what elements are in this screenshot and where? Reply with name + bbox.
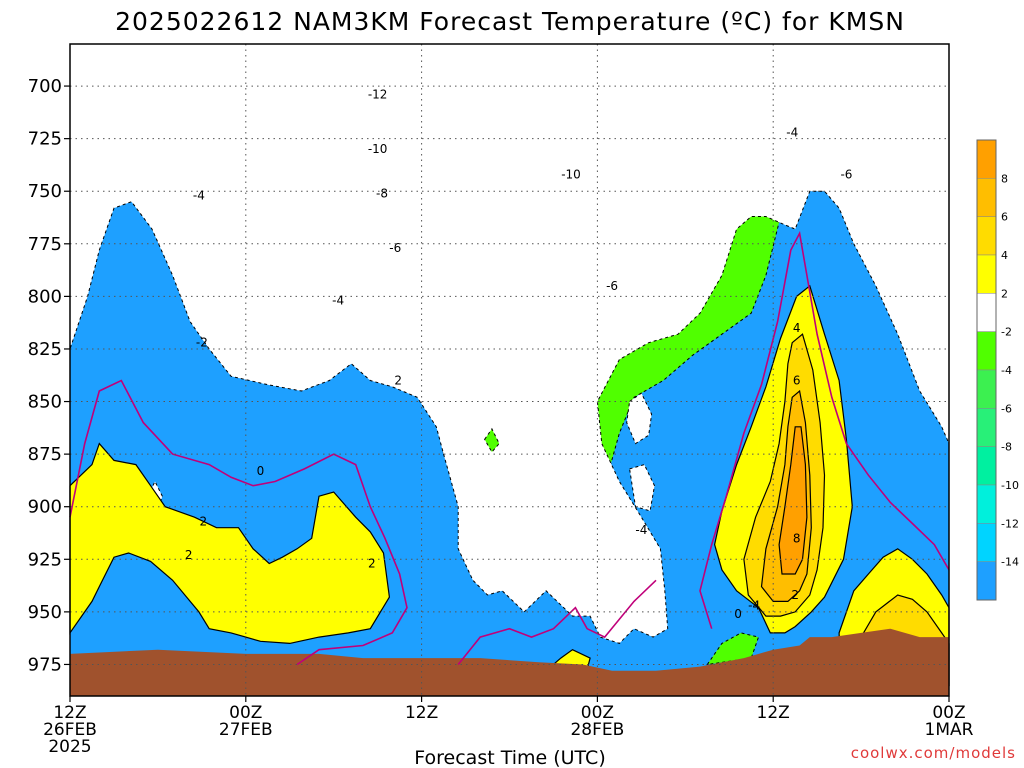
contour-label: -6: [840, 167, 852, 181]
contour-label: 2: [394, 374, 402, 388]
contour-label: -6: [606, 279, 618, 293]
colorbar-tick-label: 6: [1001, 211, 1008, 224]
colorbar-tick-label: -6: [1001, 402, 1012, 415]
colorbar-swatch: [977, 408, 996, 446]
contour-label: -4: [786, 125, 798, 139]
colorbar-tick-label: -12: [1001, 517, 1019, 530]
y-tick-label: 750: [28, 181, 62, 202]
colorbar-tick-label: 2: [1001, 287, 1008, 300]
y-tick-label: 700: [28, 76, 62, 97]
y-tick-label: 725: [28, 129, 62, 150]
y-tick-label: 925: [28, 549, 62, 570]
contour-label: -4: [332, 294, 344, 308]
contour-label: 2: [791, 588, 799, 602]
colorbar-tick-label: -2: [1001, 326, 1012, 339]
contour-label: -12: [368, 87, 388, 101]
x-tick-label: 12Z: [405, 703, 438, 723]
y-tick-label: 800: [28, 286, 62, 307]
contour-label: 2: [368, 556, 376, 570]
colorbar-swatch: [977, 178, 996, 216]
y-tick-label: 850: [28, 392, 62, 413]
contour-label: -10: [368, 142, 388, 156]
x-tick-label: 1MAR: [925, 720, 974, 740]
x-tick-label: 27FEB: [219, 720, 273, 740]
chart-canvas: 2025022612 NAM3KM Forecast Temperature (…: [0, 0, 1024, 768]
contour-label: 2: [199, 514, 207, 528]
contour-label: 4: [793, 321, 801, 335]
contour-label: -8: [376, 186, 388, 200]
colorbar-swatch: [977, 447, 996, 485]
colorbar-tick-label: 8: [1001, 172, 1008, 185]
colorbar-swatch: [977, 332, 996, 370]
plot-area: -12 -10 -10 -8 -6 -6 -6 -4 -4 -4 -4 -4 -2 2 0 2 2 2 0 2 4 6 8: [70, 44, 949, 696]
colorbar-swatch: [977, 485, 996, 523]
colorbar-tick-label: -4: [1001, 364, 1012, 377]
colorbar-tick-label: -14: [1001, 556, 1019, 569]
y-tick-label: 950: [28, 602, 62, 623]
colorbar-tick-label: 4: [1001, 249, 1008, 262]
credit-text: coolwx.com/models: [851, 744, 1016, 762]
colorbar-tick-label: -8: [1001, 441, 1012, 454]
y-tick-label: 900: [28, 497, 62, 518]
colorbar-swatch: [977, 293, 996, 331]
contour-label: 8: [793, 531, 801, 545]
colorbar-swatch: [977, 255, 996, 293]
x-tick-label: 2025: [48, 737, 91, 757]
chart-title: 2025022612 NAM3KM Forecast Temperature (…: [115, 7, 905, 36]
colorbar-tick-label: -10: [1001, 479, 1019, 492]
contour-label: -4: [635, 523, 647, 537]
colorbar-swatch: [977, 523, 996, 561]
contour-label: 0: [734, 607, 742, 621]
colorbar: 8 6 4 2 -2 -4 -6 -8 -10 -12 -14: [977, 140, 1019, 600]
y-axis: 700 725 750 775 800 825 850 875 900 925 950 975: [28, 76, 70, 675]
contour-label: 0: [257, 464, 265, 478]
contour-label: 6: [793, 374, 801, 388]
contour-label: -4: [748, 599, 760, 613]
colorbar-swatch: [977, 370, 996, 408]
x-tick-label: 28FEB: [570, 720, 624, 740]
contour-label: -10: [561, 167, 581, 181]
temperature-fill-layers: [70, 44, 949, 696]
contour-label: -6: [389, 241, 401, 255]
contour-label: -2: [196, 336, 208, 350]
x-tick-label: 12Z: [757, 703, 790, 723]
y-tick-label: 975: [28, 654, 62, 675]
contour-label: 2: [185, 548, 193, 562]
colorbar-swatch: [977, 562, 996, 600]
y-tick-label: 775: [28, 234, 62, 255]
y-tick-label: 875: [28, 444, 62, 465]
colorbar-swatch: [977, 217, 996, 255]
y-tick-label: 825: [28, 339, 62, 360]
x-axis-label: Forecast Time (UTC): [414, 747, 605, 768]
contour-label: -4: [193, 188, 205, 202]
colorbar-swatch: [977, 140, 996, 178]
